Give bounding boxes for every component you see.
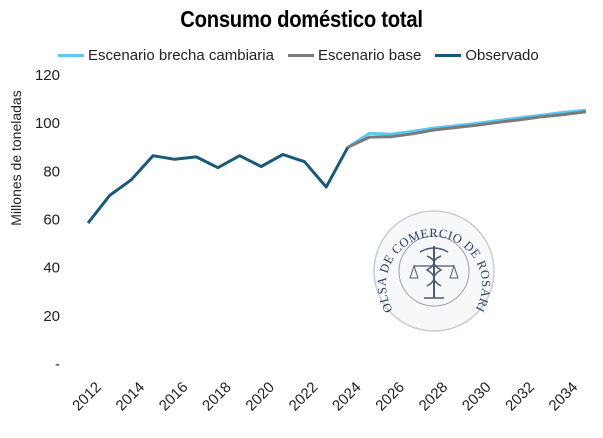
- legend-item-base: Escenario base: [287, 47, 422, 64]
- y-tick-label: 20: [43, 308, 60, 325]
- x-tick-label: 2016: [156, 379, 192, 415]
- x-tick-label: 2022: [286, 379, 322, 415]
- y-tick-label: 80: [43, 163, 60, 180]
- x-tick-label: 2012: [69, 379, 105, 415]
- legend: Escenario brecha cambiaria Escenario bas…: [58, 47, 539, 64]
- x-tick-label: 2030: [459, 379, 495, 415]
- bolsa-de-comercio-seal: BOLSA DE COMERCIO DE ROSARIO: [0, 0, 495, 332]
- legend-label-observado: Observado: [465, 47, 539, 64]
- y-tick-label: 120: [35, 67, 60, 84]
- y-tick-label: 60: [43, 212, 60, 229]
- legend-item-observado: Observado: [435, 47, 539, 64]
- series-layer: [86, 108, 587, 225]
- series-line-brecha: [346, 108, 587, 149]
- x-tick-label: 2034: [546, 379, 582, 415]
- x-tick-label: 2018: [199, 379, 235, 415]
- legend-item-brecha: Escenario brecha cambiaria: [58, 47, 274, 64]
- x-tick-label: 2014: [113, 379, 149, 415]
- chart-title: Consumo doméstico total: [180, 6, 423, 32]
- x-tick-label: 2026: [372, 379, 408, 415]
- y-tick-label: 40: [43, 260, 60, 277]
- x-tick-label: 2028: [416, 379, 452, 415]
- y-tick-label: -: [55, 356, 60, 373]
- x-tick-label: 2020: [242, 379, 278, 415]
- legend-swatch-observado: [435, 54, 462, 57]
- series-line-base: [347, 110, 587, 149]
- series-line-observado: [86, 146, 350, 225]
- legend-swatch-base: [287, 54, 314, 57]
- legend-label-base: Escenario base: [317, 47, 422, 64]
- x-tick-label: 2032: [502, 379, 538, 415]
- legend-label-brecha: Escenario brecha cambiaria: [88, 47, 274, 64]
- x-axis-ticks: 2012 2014 2016 2018 2020 2022 2024 2026 2028 2030…: [69, 379, 581, 415]
- legend-swatch-brecha: [58, 54, 84, 57]
- x-tick-label: 2024: [329, 379, 365, 415]
- y-axis-ticks: - 20 40 60 80 100 120: [35, 67, 60, 373]
- y-tick-label: 100: [35, 115, 60, 132]
